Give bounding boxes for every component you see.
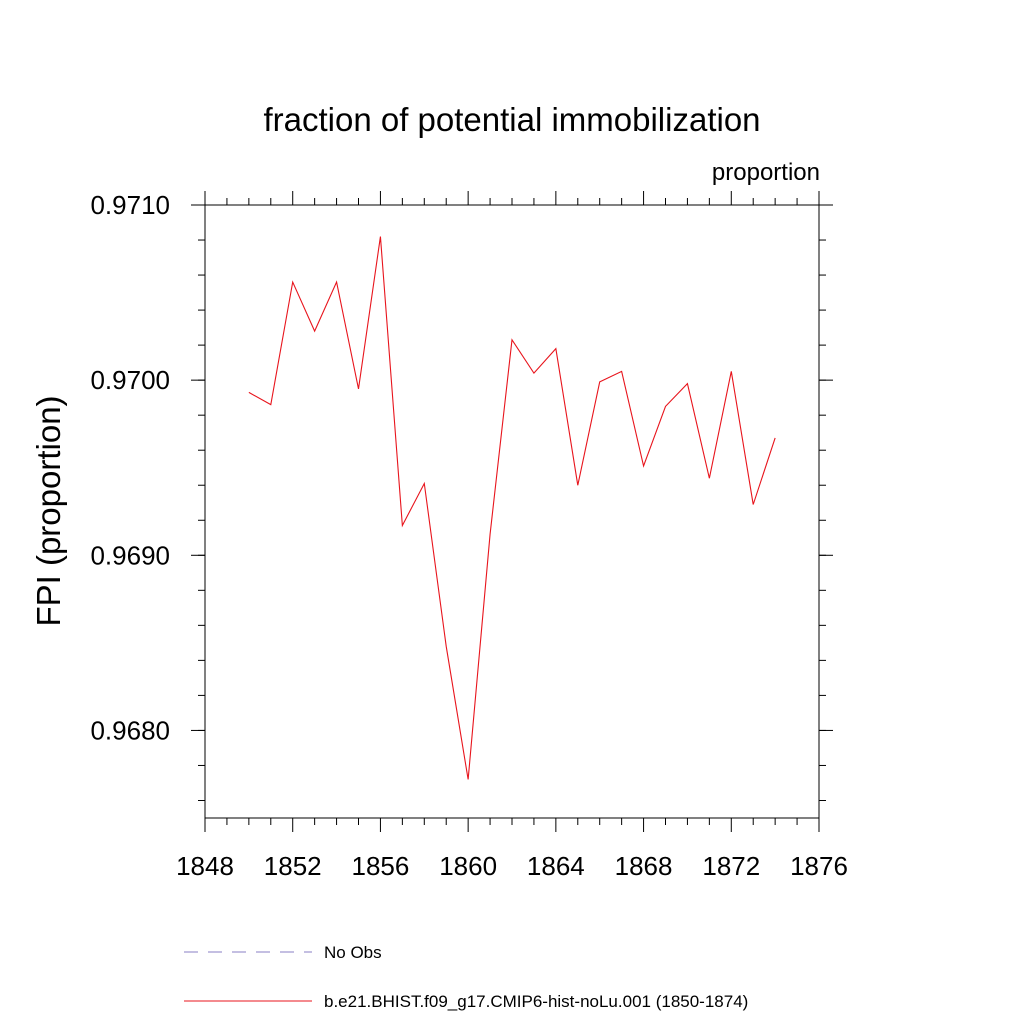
plot-frame: [204, 204, 820, 819]
x-tick-label: 1864: [527, 851, 585, 881]
x-tick-label: 1860: [439, 851, 497, 881]
x-tick-label: 1848: [176, 851, 234, 881]
legend-entry-0: b.e21.BHIST.f09_g17.CMIP6-hist-noLu.001 …: [324, 992, 748, 1011]
tick-labels: 1848 1852 1856 1860 1864 1868 1872 1876 0.9680 0.…: [90, 190, 847, 881]
legend: No Obs b.e21.BHIST.f09_g17.CMIP6-hist-noL…: [184, 943, 748, 1011]
x-tick-label: 1856: [352, 851, 410, 881]
chart-title: fraction of potential immobilization: [263, 101, 760, 138]
axis-ticks: [191, 191, 833, 832]
x-tick-label: 1872: [702, 851, 760, 881]
legend-entry-1: No Obs: [324, 943, 382, 962]
y-tick-label: 0.9700: [90, 365, 170, 395]
series-layer: [248, 236, 776, 780]
units-label: proportion: [712, 159, 820, 186]
x-tick-label: 1876: [790, 851, 848, 881]
y-axis-label: FPI (proportion): [30, 395, 67, 626]
y-tick-label: 0.9680: [90, 715, 170, 745]
y-tick-label: 0.9710: [90, 190, 170, 220]
series-line-0: [248, 236, 776, 780]
x-tick-label: 1868: [615, 851, 673, 881]
x-tick-label: 1852: [264, 851, 322, 881]
y-tick-label: 0.9690: [90, 540, 170, 570]
